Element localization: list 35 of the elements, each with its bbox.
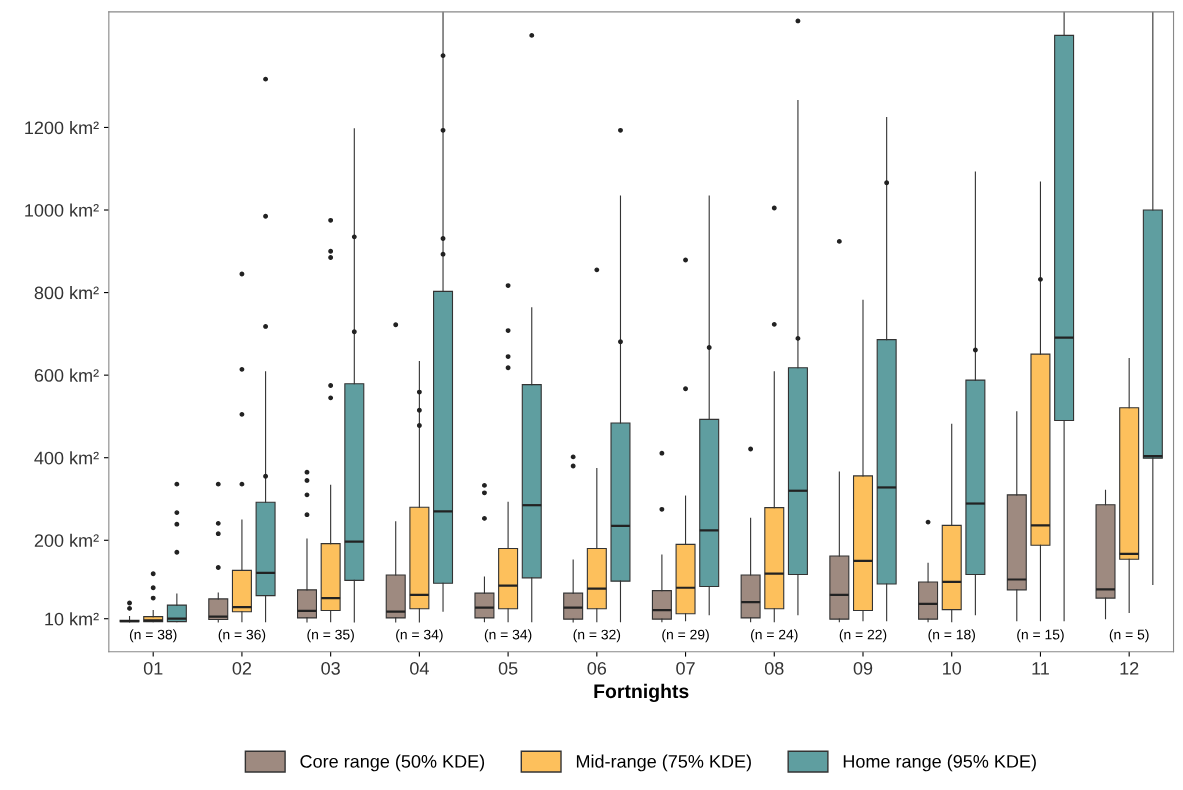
annotation: (n = 35): [307, 629, 354, 643]
y-tick-label: 400 km²: [34, 451, 99, 465]
annotation: (n = 32): [573, 629, 621, 643]
y-tick-label: 1000 km²: [25, 203, 99, 217]
annotation: (n = 34): [396, 629, 443, 643]
x-tick-label: 10: [943, 661, 962, 675]
x-tick-label: 06: [587, 661, 607, 675]
y-tick-label: 600 km²: [34, 368, 99, 382]
annotation: (n = 22): [839, 629, 887, 643]
x-tick-label: 07: [676, 661, 695, 675]
annotation: (n = 24): [751, 629, 798, 643]
x-tick-label: 03: [321, 661, 340, 675]
legend-label: Home range (95% KDE): [843, 754, 1036, 772]
x-axis-title: Fortnights: [594, 683, 689, 703]
legend-label: Mid-range (75% KDE): [576, 754, 751, 772]
y-tick-label: 800 km²: [34, 286, 99, 300]
annotation: (n = 18): [928, 629, 975, 643]
y-tick-label: 1200 km²: [25, 120, 99, 135]
annotation: (n = 5): [1109, 629, 1149, 643]
annotation: (n = 34): [484, 629, 532, 643]
x-tick-label: 05: [498, 661, 518, 675]
annotation: (n = 29): [662, 629, 709, 643]
y-tick-label: 200 km²: [34, 533, 99, 547]
annotation: (n = 38): [129, 629, 177, 643]
legend-label: Core range (50% KDE): [300, 754, 485, 772]
annotation: (n = 15): [1017, 629, 1064, 643]
x-tick-label: 01: [143, 661, 163, 675]
x-tick-label: 08: [764, 661, 784, 675]
annotation: (n = 36): [218, 629, 266, 643]
x-tick-label: 12: [1120, 661, 1139, 675]
x-tick-label: 04: [410, 661, 429, 675]
y-tick-label: 10 km²: [45, 612, 99, 626]
x-tick-label: 02: [232, 661, 252, 675]
x-tick-label: 11: [1032, 662, 1049, 675]
x-tick-label: 09: [853, 661, 873, 675]
